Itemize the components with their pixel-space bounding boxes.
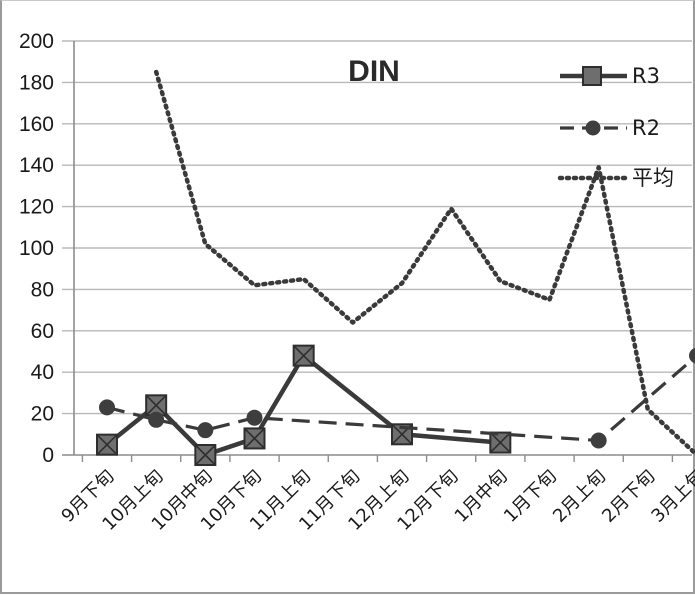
legend-square-marker xyxy=(582,66,602,86)
data-point-R2-2月上旬 xyxy=(590,432,607,449)
y-tick-label: 100 xyxy=(19,237,54,260)
square-marker-cross xyxy=(293,345,315,367)
square-marker-cross xyxy=(96,434,118,456)
data-point-R2-3月上旬 xyxy=(689,347,695,364)
chart-title: DIN xyxy=(348,55,400,88)
data-point-R3-10月上旬 xyxy=(145,394,168,417)
gridlines xyxy=(62,40,692,415)
data-point-R3-9月下旬 xyxy=(96,433,118,456)
data-point-R2-10月上旬 xyxy=(148,411,165,428)
legend-item-R3: R3 xyxy=(560,64,660,88)
square-marker-cross xyxy=(194,444,216,466)
y-tick-label: 180 xyxy=(19,71,54,94)
series-line-R2 xyxy=(106,355,695,443)
data-point-R3-10月下旬 xyxy=(243,427,266,450)
data-point-R3-11月上旬 xyxy=(292,344,315,367)
legend-circle-marker xyxy=(585,120,601,136)
x-tick-label: 3月上旬 xyxy=(647,466,695,527)
x-tick-label: 1月中旬 xyxy=(451,466,512,527)
x-tick-label: 2月上旬 xyxy=(549,466,610,527)
y-tick-label: 140 xyxy=(19,154,54,177)
legend-item-平均: 平均 xyxy=(557,166,674,190)
y-tick-label: 20 xyxy=(31,403,54,426)
data-point-R2-10月中旬 xyxy=(197,422,214,439)
data-point-R3-1月中旬 xyxy=(489,431,512,454)
data-series xyxy=(96,69,695,466)
legend-label: 平均 xyxy=(632,166,674,190)
axes xyxy=(62,41,692,462)
legend: R3 R2 平均 xyxy=(557,64,674,190)
y-tick-label: 60 xyxy=(31,320,54,343)
data-point-R2-10月下旬 xyxy=(246,409,263,426)
square-marker-cross xyxy=(489,432,511,454)
y-tick-labels: 0 20 40 60 80 100 120 140 160 180 200 xyxy=(19,30,54,467)
y-tick-label: 80 xyxy=(31,278,54,301)
data-point-R3-10月中旬 xyxy=(194,444,217,466)
square-marker-cross xyxy=(145,394,167,416)
y-tick-label: 200 xyxy=(19,30,54,53)
square-marker-cross xyxy=(243,427,266,450)
series-line-平均 xyxy=(153,69,695,457)
y-tick-label: 160 xyxy=(19,113,54,136)
y-tick-label: 120 xyxy=(19,196,54,219)
x-tick-labels: 9月下旬10月上旬10月中旬10月下旬11月上旬11月下旬12月上旬12月下旬1… xyxy=(57,466,695,535)
x-tick-label: 1月下旬 xyxy=(500,466,561,527)
data-point-R2-9月下旬 xyxy=(99,399,115,416)
legend-label: R3 xyxy=(632,64,660,88)
legend-item-R2: R2 xyxy=(560,116,660,140)
legend-label: R2 xyxy=(632,116,660,140)
y-tick-label: 0 xyxy=(42,444,54,467)
x-tick-label: 2月下旬 xyxy=(598,466,659,527)
y-tick-label: 40 xyxy=(31,361,54,384)
